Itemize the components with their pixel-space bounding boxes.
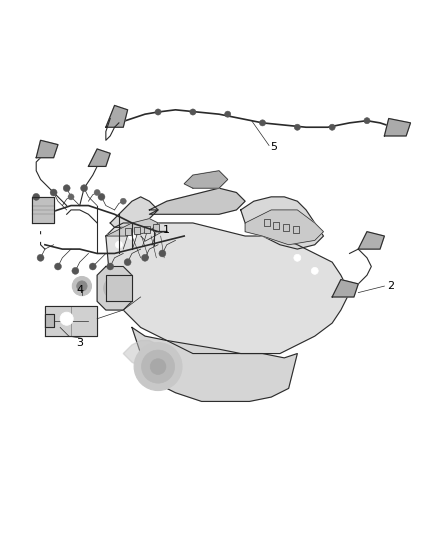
Circle shape [141,254,148,261]
Bar [293,226,299,233]
Bar [134,227,140,234]
Circle shape [107,263,114,270]
Circle shape [63,184,70,192]
Bar [273,222,279,229]
Polygon shape [45,314,53,327]
Polygon shape [358,232,385,249]
Circle shape [116,241,122,248]
Text: 5: 5 [270,142,277,152]
Polygon shape [123,341,176,371]
Text: 1: 1 [163,224,170,235]
Bar [144,225,150,232]
Polygon shape [106,275,132,301]
Circle shape [72,268,79,274]
Polygon shape [45,305,97,336]
Circle shape [33,193,40,200]
Circle shape [364,118,370,124]
Polygon shape [106,223,350,353]
Polygon shape [385,118,410,136]
Circle shape [77,281,87,292]
Circle shape [259,120,265,126]
Text: 4: 4 [76,286,83,295]
Circle shape [329,124,335,130]
Polygon shape [36,140,58,158]
Circle shape [294,124,300,130]
Polygon shape [245,210,323,245]
Circle shape [37,254,44,261]
Circle shape [134,343,182,391]
Polygon shape [88,149,110,166]
Circle shape [120,198,126,204]
Circle shape [150,359,166,375]
Circle shape [128,232,135,239]
Bar [283,224,289,231]
Circle shape [81,184,88,192]
Circle shape [50,189,57,196]
Circle shape [37,235,44,241]
Text: 3: 3 [76,338,83,348]
Polygon shape [184,171,228,188]
Bar [264,220,270,227]
Circle shape [190,109,196,115]
Circle shape [89,263,96,270]
Polygon shape [332,279,358,297]
Circle shape [124,259,131,265]
Circle shape [68,194,74,200]
Circle shape [94,189,100,196]
Circle shape [60,312,73,325]
Circle shape [104,277,125,299]
Polygon shape [132,327,297,401]
Polygon shape [97,266,132,310]
Circle shape [141,350,175,383]
Polygon shape [32,197,53,223]
Polygon shape [110,197,158,228]
Circle shape [54,263,61,270]
Circle shape [294,254,301,261]
Polygon shape [149,188,245,214]
Circle shape [155,109,161,115]
Circle shape [159,250,166,257]
Circle shape [98,193,105,200]
Circle shape [225,111,231,117]
Bar [153,224,159,231]
Polygon shape [241,197,323,249]
Circle shape [311,268,318,274]
Text: 2: 2 [387,281,395,291]
Bar [124,228,131,235]
Circle shape [72,277,92,296]
Polygon shape [106,106,127,127]
Polygon shape [106,219,158,236]
